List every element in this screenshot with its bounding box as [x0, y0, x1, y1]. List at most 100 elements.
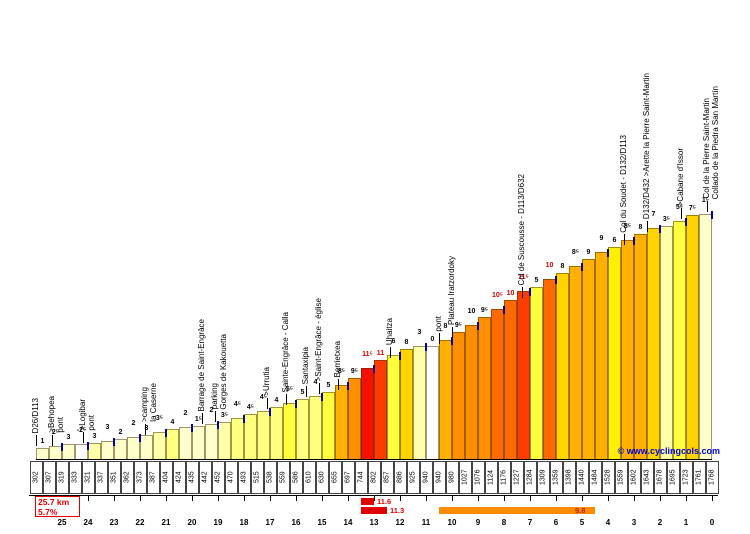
gradient-label: 6	[391, 338, 396, 346]
km-axis-tick	[686, 495, 687, 501]
gradient-bar	[270, 407, 283, 460]
gradient-label: 4⁵	[246, 404, 255, 412]
gradient-label: 1⁵	[194, 416, 203, 424]
gradient-label: 5⁵	[285, 386, 294, 394]
profile-baseline	[36, 459, 712, 460]
altitude-cell: 697	[341, 461, 355, 494]
gradient-bar	[257, 410, 270, 460]
steep-marker	[361, 498, 374, 505]
gradient-label: 9	[586, 249, 591, 257]
km-axis-label: 8	[501, 518, 507, 527]
gradient-label: 8⁵	[337, 368, 346, 376]
altitude-cell: 586	[289, 461, 303, 494]
gradient-bar	[530, 287, 543, 460]
altitude-cell: 925	[406, 461, 420, 494]
gradient-bar	[231, 417, 244, 460]
km-tick-blue	[711, 210, 713, 219]
gradient-label: 3⁵	[155, 415, 164, 423]
gradient-label: -2⁵	[76, 426, 87, 434]
altitude-cell: 886	[393, 461, 407, 494]
gradient-bar	[569, 266, 582, 460]
altitude-cell: 1761	[692, 461, 706, 494]
km-axis-tick	[140, 495, 141, 501]
km-axis-tick	[530, 495, 531, 501]
gradient-label: 10	[506, 290, 515, 298]
altitude-cell: 744	[354, 461, 368, 494]
km-tick-blue	[451, 337, 453, 345]
km-axis-label: 2	[657, 518, 663, 527]
gradient-bar	[192, 426, 205, 460]
gradient-bar	[101, 440, 114, 460]
altitude-cell: 630	[315, 461, 329, 494]
km-tick-blue	[555, 276, 557, 285]
gradient-bar	[556, 273, 569, 460]
gradient-label: 3	[92, 432, 97, 440]
waypoint-label: pont	[55, 417, 65, 433]
altitude-cell: 319	[55, 461, 69, 494]
waypoint-label: >camping	[140, 387, 150, 423]
km-axis-label: 12	[395, 518, 405, 527]
km-axis-tick	[608, 495, 609, 501]
gradient-label: 1	[40, 437, 45, 445]
waypoint-line	[215, 411, 217, 423]
gradient-bar	[62, 443, 75, 460]
gradient-label: 10⁵	[491, 291, 504, 299]
km-axis-label: 1	[683, 518, 689, 527]
gradient-label: 11	[376, 349, 385, 357]
km-axis-tick	[88, 495, 89, 501]
gradient-label: 8⁵	[571, 249, 580, 257]
km-axis-label: 22	[135, 518, 145, 527]
gradient-label: 9⁵	[480, 306, 489, 314]
gradient-bar	[621, 240, 634, 460]
waypoint-label: Uhaitza	[384, 317, 394, 345]
waypoint-label: D26/D113	[31, 398, 40, 434]
km-axis-tick	[426, 495, 427, 501]
gradient-bar	[374, 359, 387, 460]
gradient-bar	[348, 377, 361, 460]
waypoint-line	[202, 413, 204, 425]
waypoint-label: Berrietxea	[332, 340, 342, 377]
gradient-label: 8	[404, 338, 409, 346]
gradient-label: 3⁵	[662, 215, 671, 223]
altitude-cell: 470	[224, 461, 238, 494]
altitude-cell: 442	[198, 461, 212, 494]
gradient-bar	[452, 332, 465, 460]
waypoint-line	[285, 394, 287, 406]
km-tick-blue	[477, 321, 479, 330]
km-axis-label: 16	[291, 518, 301, 527]
gradient-bar	[361, 368, 374, 460]
gradient-label: 2	[209, 407, 214, 415]
gradient-bar	[387, 355, 400, 460]
km-axis-tick	[582, 495, 583, 501]
waypoint-label: Barrage de Saint-Engrâce	[197, 318, 207, 412]
gradient-bar	[244, 414, 257, 460]
steep-marker-label: 11.6	[377, 496, 392, 506]
km-axis-label: 14	[343, 518, 353, 527]
altitude-cell: 1284	[523, 461, 537, 494]
km-axis-label: 21	[161, 518, 171, 527]
km-axis-tick	[114, 495, 115, 501]
gradient-label: 2	[131, 420, 136, 428]
gradient-label: 3	[66, 433, 71, 441]
gradient-label: 7⁵	[688, 205, 697, 213]
altitude-cell: 1398	[562, 461, 576, 494]
km-axis-tick	[452, 495, 453, 501]
copyright-link[interactable]: © www.cyclingcols.com	[617, 446, 720, 456]
km-axis-tick	[244, 495, 245, 501]
gradient-bar	[673, 221, 686, 460]
gradient-bar	[426, 346, 439, 460]
gradient-label: 11⁵	[518, 274, 529, 282]
gradient-label: 2	[118, 428, 123, 436]
altitude-cell: 559	[276, 461, 290, 494]
km-axis-label: 11	[421, 518, 431, 527]
km-axis-tick	[556, 495, 557, 501]
gradient-bar	[439, 340, 452, 460]
gradient-label: 11⁵	[362, 351, 373, 359]
waypoint-line	[439, 333, 440, 345]
km-axis-tick	[504, 495, 505, 501]
altitude-cell: 1359	[549, 461, 563, 494]
altitude-cell: 515	[250, 461, 264, 494]
altitude-cell: 387	[146, 461, 160, 494]
km-axis-tick	[296, 495, 297, 501]
waypoint-label: >Logibar	[77, 399, 87, 431]
